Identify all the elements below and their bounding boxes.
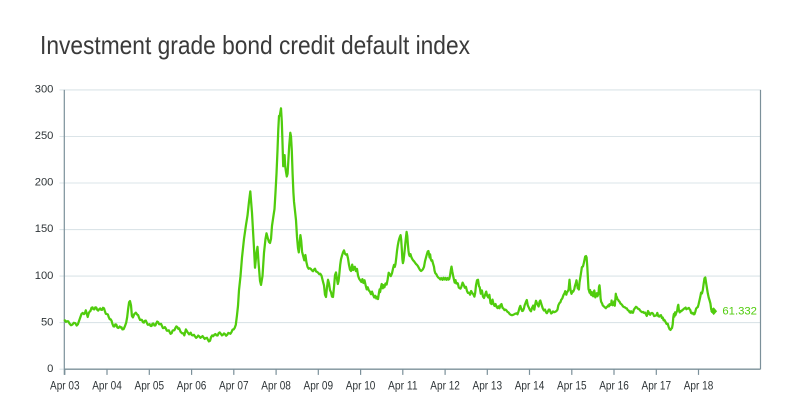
svg-text:Apr 05: Apr 05 — [135, 379, 165, 392]
svg-text:Apr 09: Apr 09 — [304, 379, 334, 392]
svg-text:200: 200 — [35, 177, 54, 189]
svg-text:Apr 08: Apr 08 — [261, 379, 291, 392]
svg-text:300: 300 — [35, 84, 54, 96]
svg-text:Apr 06: Apr 06 — [177, 379, 207, 392]
svg-text:Apr 18: Apr 18 — [684, 379, 714, 392]
svg-text:0: 0 — [47, 363, 53, 375]
svg-text:150: 150 — [35, 223, 54, 235]
svg-text:Apr 13: Apr 13 — [473, 379, 503, 392]
svg-text:Apr 11: Apr 11 — [388, 379, 418, 392]
svg-text:250: 250 — [35, 130, 54, 142]
svg-text:50: 50 — [41, 316, 53, 328]
svg-text:Apr 10: Apr 10 — [346, 379, 376, 392]
svg-text:Apr 07: Apr 07 — [219, 379, 249, 392]
svg-text:Apr 17: Apr 17 — [642, 379, 672, 392]
svg-text:Apr 14: Apr 14 — [515, 379, 545, 392]
svg-text:Apr 15: Apr 15 — [557, 379, 587, 392]
svg-text:Apr 12: Apr 12 — [430, 379, 460, 392]
svg-text:Apr 16: Apr 16 — [599, 379, 629, 392]
svg-text:Investment grade bond credit d: Investment grade bond credit default ind… — [40, 32, 470, 60]
svg-text:Apr 04: Apr 04 — [92, 379, 122, 392]
svg-text:100: 100 — [35, 270, 54, 282]
svg-text:61.332: 61.332 — [722, 306, 757, 318]
svg-text:Apr 03: Apr 03 — [50, 379, 80, 392]
